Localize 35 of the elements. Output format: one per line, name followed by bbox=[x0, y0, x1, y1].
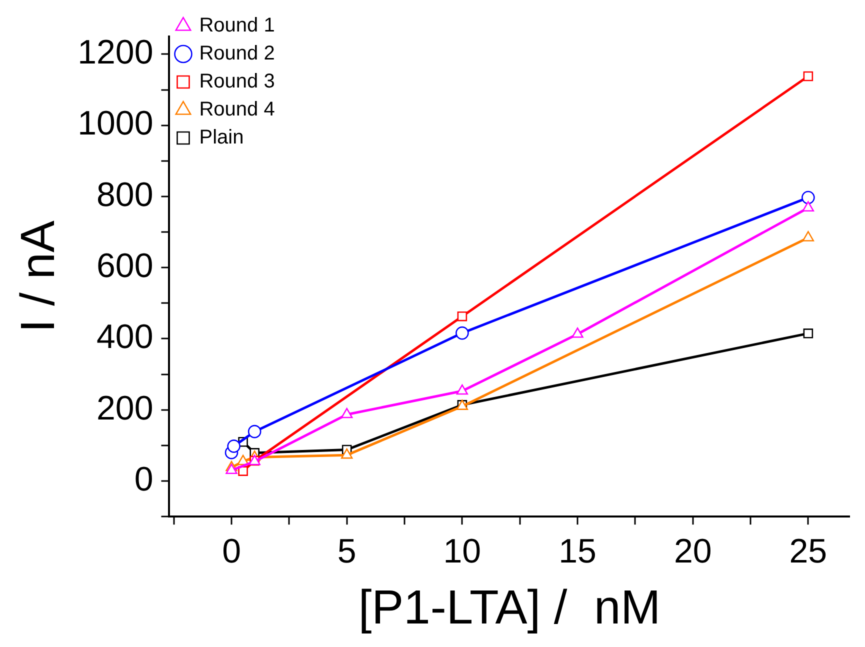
y-tick-label: 400 bbox=[96, 318, 154, 356]
point bbox=[802, 190, 815, 204]
y-tick-label: 1000 bbox=[78, 104, 154, 143]
point bbox=[802, 201, 814, 212]
point bbox=[341, 448, 353, 459]
x-axis-title: [P1-LTA] / nM bbox=[358, 581, 661, 634]
legend-label: Plain bbox=[199, 126, 244, 149]
y-tick-label: 200 bbox=[96, 389, 154, 428]
y-tick-label: 0 bbox=[134, 460, 154, 498]
legend-label: Round 4 bbox=[199, 98, 275, 121]
y-tick-label: 800 bbox=[96, 176, 154, 214]
point bbox=[572, 327, 584, 338]
point bbox=[803, 328, 814, 338]
y-tick-label: 1200 bbox=[78, 34, 154, 72]
point bbox=[248, 424, 262, 438]
x-tick-label: 10 bbox=[443, 532, 482, 570]
x-tick-label: 25 bbox=[789, 532, 828, 570]
x-tick-label: 20 bbox=[674, 532, 712, 570]
point bbox=[457, 311, 468, 322]
y-axis-title: I / nA bbox=[12, 220, 66, 333]
point bbox=[238, 466, 248, 476]
x-tick-label: 15 bbox=[558, 532, 596, 570]
point bbox=[226, 464, 238, 474]
point bbox=[341, 408, 353, 418]
point bbox=[802, 231, 814, 242]
point bbox=[227, 440, 240, 453]
point bbox=[803, 71, 814, 82]
point bbox=[456, 384, 468, 395]
x-tick-label: 0 bbox=[222, 532, 241, 570]
point bbox=[456, 326, 469, 340]
y-tick-label: 600 bbox=[96, 246, 154, 285]
legend-label: Round 1 bbox=[199, 14, 275, 37]
x-tick-label: 5 bbox=[337, 532, 356, 570]
legend-label: Round 3 bbox=[199, 70, 275, 93]
legend-label: Round 2 bbox=[199, 42, 275, 65]
